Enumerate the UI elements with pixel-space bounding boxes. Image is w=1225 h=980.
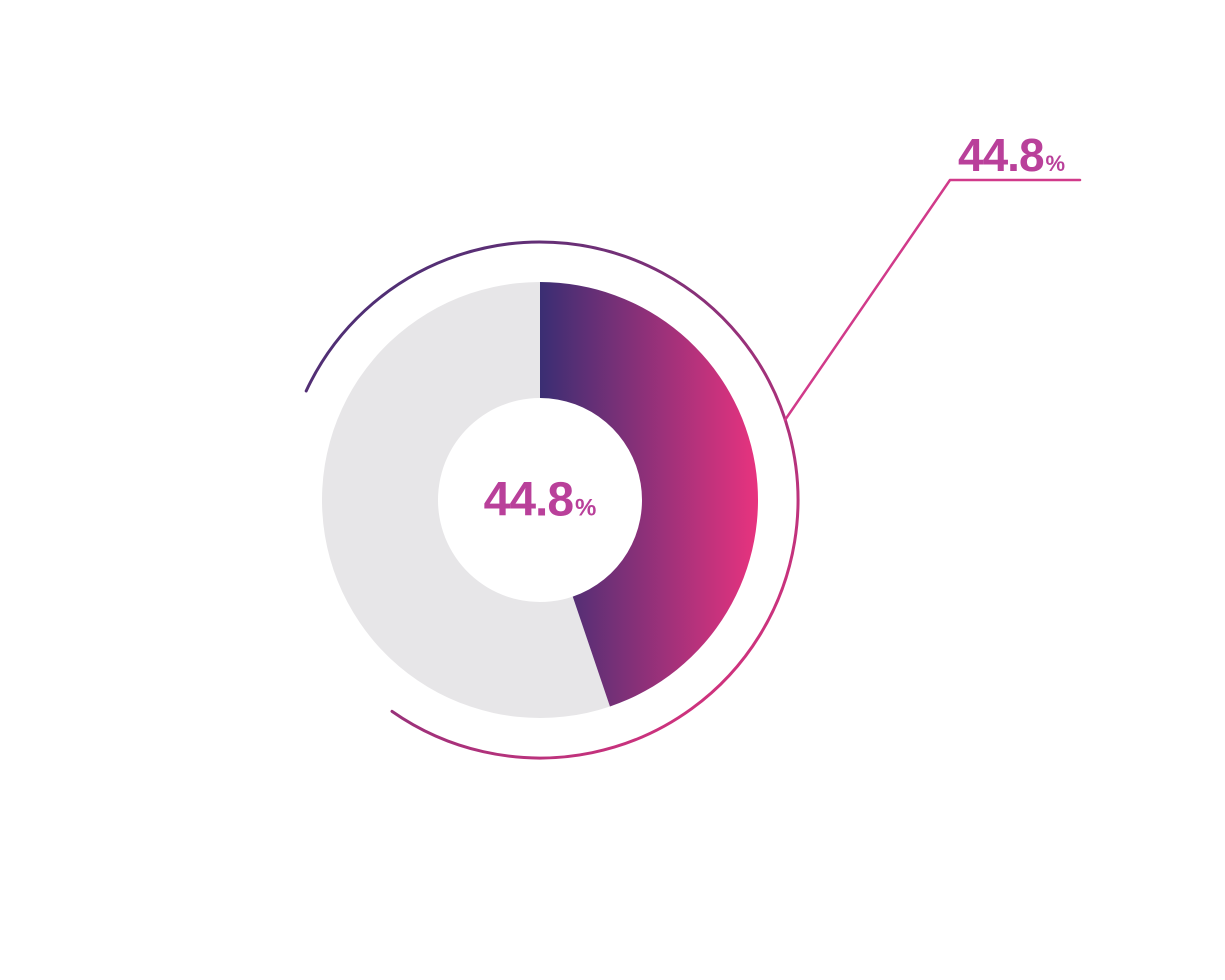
center-value: 44.8 <box>484 474 573 527</box>
callout-percentage-label: 44.8% <box>958 128 1065 182</box>
callout-percent-symbol: % <box>1046 151 1066 176</box>
center-percentage-label: 44.8% <box>484 473 597 528</box>
center-percent-symbol: % <box>575 495 596 522</box>
callout-leader-line <box>785 180 1080 420</box>
chart-canvas: 44.8% 44.8% <box>0 0 1225 980</box>
callout-value: 44.8 <box>958 129 1044 181</box>
